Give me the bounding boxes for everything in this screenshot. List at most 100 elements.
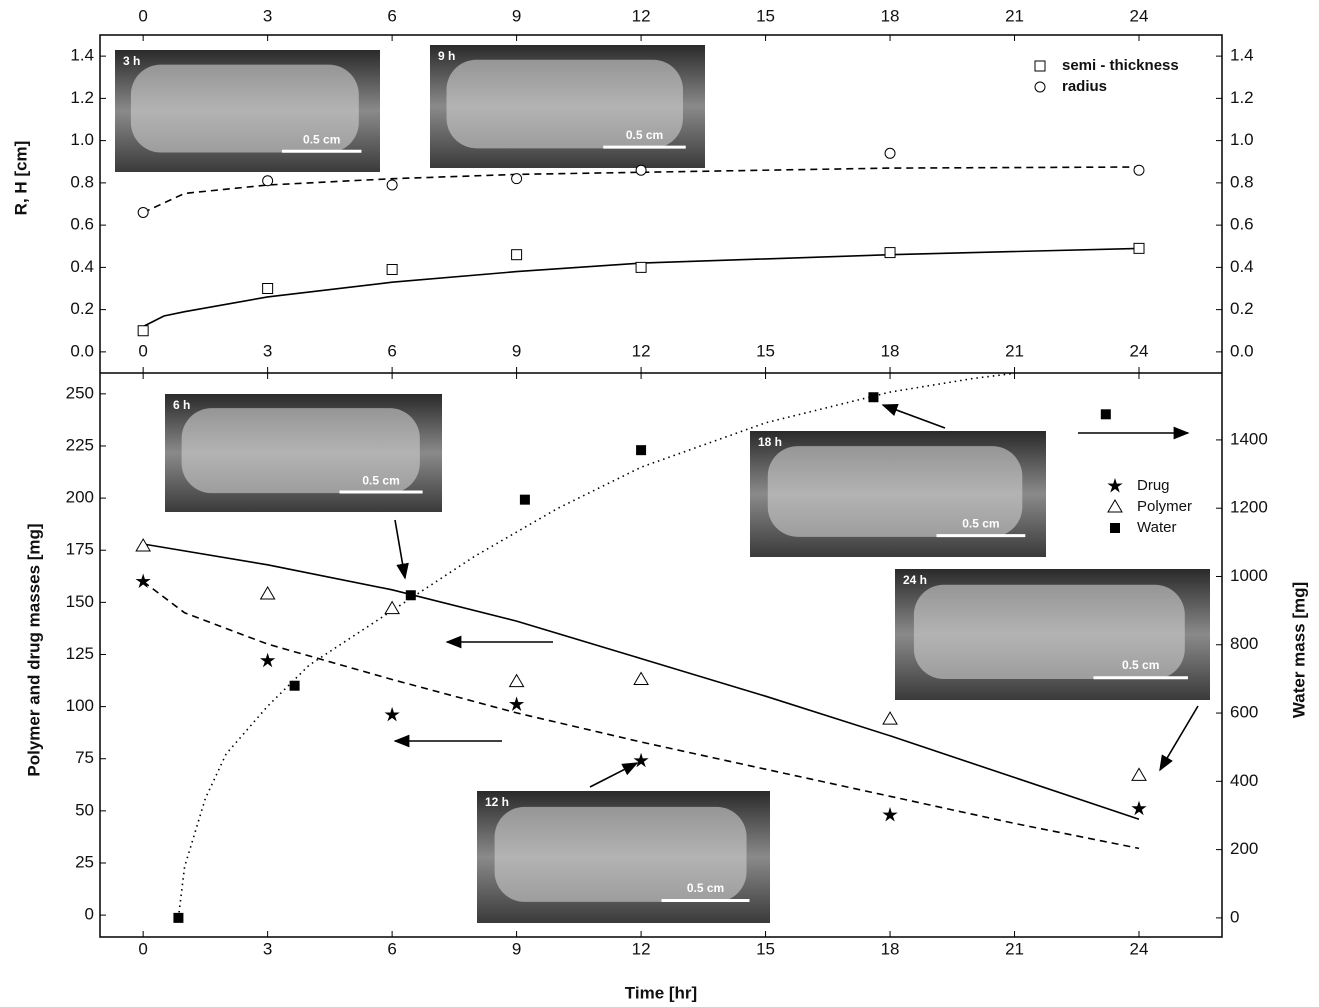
y2-tick-label: 400 — [1230, 771, 1258, 790]
scale-label: 0.5 cm — [1122, 658, 1159, 672]
y-tick-label: 225 — [66, 435, 94, 454]
x-tick-label: 0 — [138, 341, 147, 360]
x-tick-label: 0 — [138, 939, 147, 958]
marker — [512, 174, 522, 184]
legend-marker — [1035, 61, 1045, 71]
marker — [263, 284, 273, 294]
x-tick-label: 0 — [138, 6, 147, 25]
marker — [1101, 409, 1111, 419]
x-tick-label: 18 — [881, 341, 900, 360]
scale-label: 0.5 cm — [303, 132, 340, 146]
x-tick-label: 15 — [756, 341, 775, 360]
fit-line — [143, 248, 1139, 326]
marker — [883, 712, 897, 724]
y-tick-label: 175 — [66, 540, 94, 559]
marker — [1134, 243, 1144, 253]
marker — [868, 392, 878, 402]
x-tick-label: 3 — [263, 6, 272, 25]
y-tick-label: 0.2 — [70, 299, 94, 318]
marker — [385, 602, 399, 614]
legend-label: semi - thickness — [1062, 57, 1179, 74]
scale-label: 0.5 cm — [362, 473, 399, 487]
y-tick-label: 1.4 — [1230, 46, 1254, 65]
y-tick-label: 250 — [66, 383, 94, 402]
x-tick-label: 6 — [387, 341, 396, 360]
inset-label: 9 h — [438, 49, 455, 63]
x-tick-label: 21 — [1005, 939, 1024, 958]
y-tick-label: 0.8 — [70, 172, 94, 191]
y-tick-label: 150 — [66, 592, 94, 611]
legend-label: Water — [1137, 519, 1176, 536]
marker — [634, 672, 648, 684]
marker — [885, 148, 895, 158]
x-tick-label: 3 — [263, 341, 272, 360]
x-tick-label: 24 — [1130, 939, 1149, 958]
marker — [387, 264, 397, 274]
marker — [387, 180, 397, 190]
legend-marker — [1108, 500, 1122, 512]
inset-label: 24 h — [903, 573, 927, 587]
y2-tick-label: 1200 — [1230, 498, 1268, 517]
y2-tick-label: 200 — [1230, 839, 1258, 858]
x-tick-label: 9 — [512, 341, 521, 360]
y-tick-label: 1.0 — [70, 130, 94, 149]
x-tick-label: 12 — [632, 341, 651, 360]
marker — [520, 495, 530, 505]
y-axis-title: R, H [cm] — [11, 141, 30, 216]
y-tick-label: 0.4 — [1230, 257, 1254, 276]
marker — [636, 445, 646, 455]
inset-label: 18 h — [758, 435, 782, 449]
x-tick-label: 24 — [1130, 6, 1149, 25]
marker — [634, 753, 649, 768]
marker — [173, 913, 183, 923]
x-tick-label: 6 — [387, 6, 396, 25]
x-tick-label: 9 — [512, 939, 521, 958]
x-tick-label: 9 — [512, 6, 521, 25]
marker — [138, 326, 148, 336]
y-tick-label: 75 — [75, 748, 94, 767]
marker — [260, 653, 275, 668]
x-tick-label: 15 — [756, 939, 775, 958]
legend-marker — [1107, 478, 1122, 493]
marker — [263, 176, 273, 186]
y-tick-label: 0.8 — [1230, 172, 1254, 191]
y-tick-label: 0.0 — [70, 341, 94, 360]
y2-axis-title: Water mass [mg] — [1289, 582, 1308, 718]
marker — [885, 248, 895, 258]
marker — [138, 207, 148, 217]
x-tick-label: 15 — [756, 6, 775, 25]
scale-label: 0.5 cm — [962, 516, 999, 530]
x-tick-label: 21 — [1005, 341, 1024, 360]
scale-label: 0.5 cm — [626, 128, 663, 142]
marker — [290, 681, 300, 691]
x-tick-label: 18 — [881, 6, 900, 25]
legend-label: Drug — [1137, 477, 1170, 494]
inset-label: 3 h — [123, 54, 140, 68]
x-tick-label: 21 — [1005, 6, 1024, 25]
y-tick-label: 125 — [66, 644, 94, 663]
marker — [512, 250, 522, 260]
inset-label: 12 h — [485, 795, 509, 809]
x-tick-label: 12 — [632, 6, 651, 25]
y-tick-label: 25 — [75, 852, 94, 871]
scale-label: 0.5 cm — [687, 881, 724, 895]
legend-marker — [1110, 523, 1120, 533]
marker — [261, 587, 275, 599]
y-tick-label: 1.2 — [70, 88, 94, 107]
marker — [385, 707, 400, 722]
y-tick-label: 0 — [85, 905, 94, 924]
marker — [1132, 768, 1146, 780]
legend-label: Polymer — [1137, 498, 1192, 515]
marker — [636, 165, 646, 175]
y2-tick-label: 0 — [1230, 907, 1239, 926]
y-tick-label: 1.2 — [1230, 88, 1254, 107]
marker — [636, 262, 646, 272]
legend-marker — [1035, 82, 1045, 92]
marker — [510, 675, 524, 687]
x-tick-label: 6 — [387, 939, 396, 958]
marker — [882, 807, 897, 822]
y-tick-label: 0.0 — [1230, 341, 1254, 360]
x-tick-label: 3 — [263, 939, 272, 958]
y-tick-label: 1.4 — [70, 46, 94, 65]
chart: R, H [cm] Polymer and drug masses [mg] W… — [0, 0, 1319, 1007]
